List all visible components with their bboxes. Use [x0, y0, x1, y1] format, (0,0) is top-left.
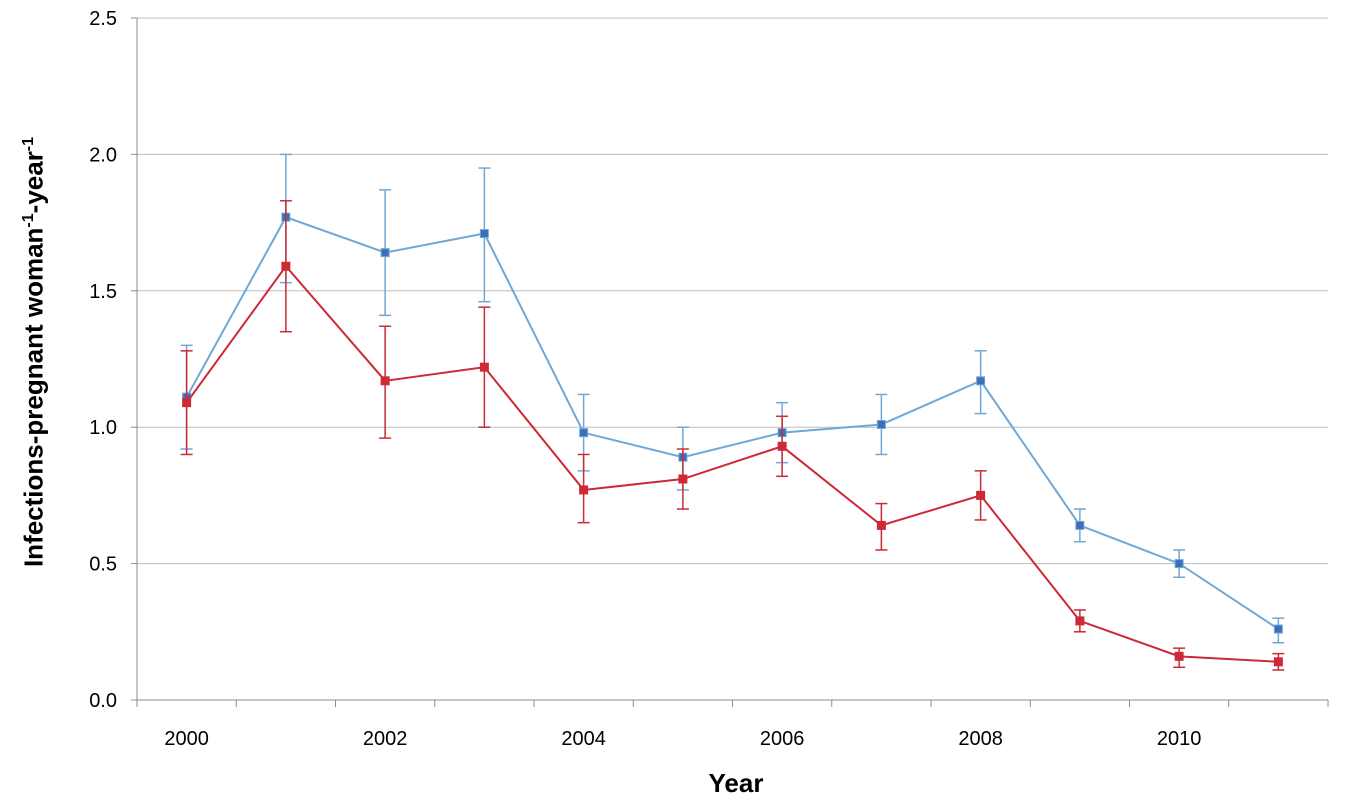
y-tick-label: 0.0 — [89, 690, 117, 712]
axes — [131, 17, 1329, 707]
data-point — [1174, 651, 1184, 661]
series-1-line — [185, 215, 1279, 630]
x-tick-label: 2000 — [164, 728, 209, 750]
y-tick-label: 0.5 — [89, 554, 117, 576]
y-tick-label: 1.0 — [89, 417, 117, 439]
y-axis-title-sup2: -1 — [19, 136, 37, 152]
x-tick-label: 2008 — [958, 728, 1003, 750]
y-axis-title-base: Infections-pregnant woman — [18, 227, 49, 568]
y-tick-label: 2.5 — [89, 8, 117, 30]
data-point — [1075, 616, 1085, 626]
y-tick-label: 2.0 — [89, 144, 117, 166]
data-point — [380, 248, 390, 258]
data-point — [182, 398, 192, 408]
x-tick-labels: 2000 2002 2004 2006 2008 2010 — [164, 728, 1201, 750]
series-1 — [180, 153, 1285, 644]
y-tick-label: 1.5 — [89, 281, 117, 303]
data-point — [976, 490, 986, 500]
data-point — [678, 474, 688, 484]
y-axis-title-mid: -year — [18, 151, 49, 214]
x-axis-title: Year — [709, 768, 764, 798]
y-axis-title-sup1: -1 — [19, 213, 37, 228]
data-point — [281, 261, 291, 271]
x-tick-label: 2010 — [1157, 728, 1202, 750]
x-tick-label: 2004 — [561, 728, 606, 750]
data-point — [876, 520, 886, 530]
x-tick-label: 2002 — [363, 728, 408, 750]
x-tick-label: 2006 — [760, 728, 805, 750]
series-2-line — [185, 264, 1279, 663]
data-point — [1174, 559, 1184, 569]
gridlines — [137, 17, 1328, 565]
data-point — [380, 376, 390, 386]
series-group — [180, 153, 1285, 671]
data-point — [579, 485, 589, 495]
data-point — [479, 362, 489, 372]
data-point — [876, 419, 886, 429]
data-point — [976, 376, 986, 386]
data-point — [1075, 520, 1085, 530]
series-2 — [180, 200, 1285, 671]
data-point — [1273, 657, 1283, 667]
data-point — [1273, 624, 1283, 634]
y-tick-labels: 0.0 0.5 1.0 1.5 2.0 2.5 — [89, 8, 117, 712]
data-point — [479, 229, 489, 239]
data-point — [777, 441, 787, 451]
data-point — [579, 428, 589, 438]
